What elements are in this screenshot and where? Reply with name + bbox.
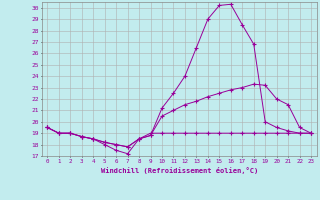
X-axis label: Windchill (Refroidissement éolien,°C): Windchill (Refroidissement éolien,°C)	[100, 167, 258, 174]
